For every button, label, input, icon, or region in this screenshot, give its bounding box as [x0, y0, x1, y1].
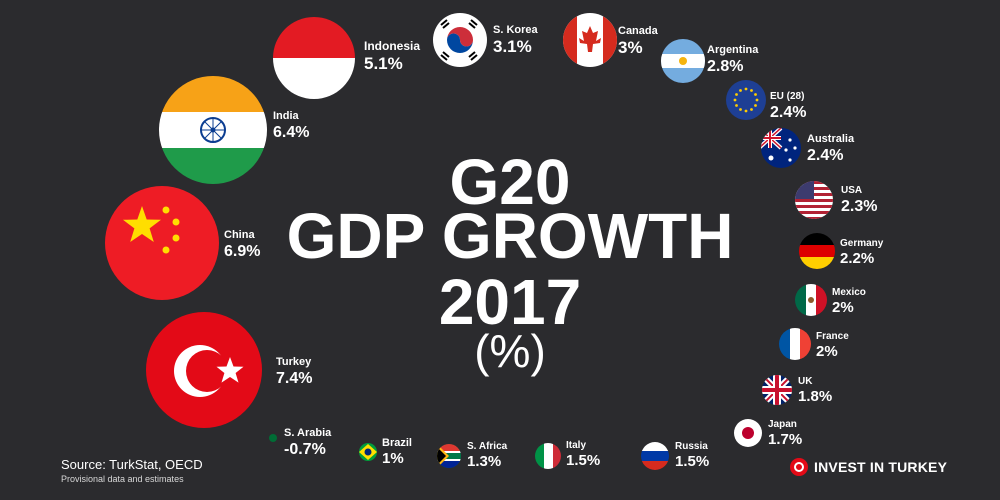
- chart-title: G20 GDP GROWTH 2017 (%): [280, 150, 740, 374]
- label-s-arabia: S. Arabia -0.7%: [284, 427, 332, 458]
- country-name-s-arabia: S. Arabia: [284, 427, 332, 439]
- eu-flag: [726, 80, 766, 120]
- label-turkey: Turkey 7.4%: [276, 356, 312, 387]
- title-line-3: 2017: [438, 266, 582, 338]
- country-name-argentina: Argentina: [707, 44, 759, 56]
- indonesia-flag: [273, 17, 355, 99]
- uk-flag: [762, 375, 792, 405]
- title-line-1: G20: [449, 146, 571, 218]
- country-name-eu-28: EU (28): [770, 91, 804, 102]
- india-flag: [159, 76, 267, 184]
- japan-flag: [734, 419, 762, 447]
- growth-value-india: 6.4%: [273, 124, 309, 141]
- france-flag: [779, 328, 811, 360]
- growth-value-china: 6.9%: [224, 243, 260, 260]
- title-line-2: GDP GROWTH: [286, 200, 734, 272]
- growth-value-france: 2%: [816, 343, 838, 360]
- growth-value-argentina: 2.8%: [707, 58, 743, 75]
- turkey-flag: [146, 312, 262, 428]
- country-name-australia: Australia: [807, 133, 855, 145]
- germany-flag: [799, 233, 835, 269]
- australia-flag: [761, 128, 801, 168]
- logo-text: INVEST IN TURKEY: [814, 459, 948, 475]
- country-name-japan: Japan: [768, 419, 797, 430]
- invest-in-turkey-logo: INVEST IN TURKEY: [790, 456, 947, 478]
- country-name-indonesia: Indonesia: [364, 39, 420, 53]
- country-name-italy: Italy: [566, 440, 586, 451]
- country-name-usa: USA: [841, 185, 862, 196]
- source-note: Provisional data and estimates: [61, 474, 184, 484]
- country-name-germany: Germany: [840, 238, 884, 249]
- growth-value-germany: 2.2%: [840, 250, 874, 267]
- country-name-china: China: [224, 229, 255, 241]
- saudi-arabia-flag: [269, 434, 277, 442]
- usa-flag: [795, 181, 833, 219]
- mexico-flag: [795, 284, 827, 316]
- growth-value-s-arabia: -0.7%: [284, 441, 326, 458]
- china-flag: [105, 186, 219, 300]
- brazil-flag: [359, 443, 377, 461]
- growth-value-s-korea: 3.1%: [493, 37, 532, 56]
- growth-value-s-africa: 1.3%: [467, 453, 501, 470]
- growth-value-eu-28: 2.4%: [770, 104, 806, 121]
- south-africa-flag: [437, 444, 461, 468]
- label-argentina: Argentina 2.8%: [707, 44, 759, 75]
- italy-flag: [535, 443, 561, 469]
- label-usa: USA 2.3%: [841, 185, 877, 215]
- label-india: India 6.4%: [273, 110, 309, 141]
- country-name-russia: Russia: [675, 441, 708, 452]
- country-name-france: France: [816, 331, 849, 342]
- growth-value-turkey: 7.4%: [276, 370, 312, 387]
- country-name-brazil: Brazil: [382, 437, 412, 449]
- label-uk: UK1.8%: [798, 376, 832, 405]
- growth-value-australia: 2.4%: [807, 147, 843, 164]
- growth-value-canada: 3%: [618, 38, 643, 57]
- title-unit: (%): [474, 325, 546, 377]
- growth-value-uk: 1.8%: [798, 388, 832, 405]
- growth-value-japan: 1.7%: [768, 431, 802, 448]
- growth-value-russia: 1.5%: [675, 453, 709, 470]
- growth-value-italy: 1.5%: [566, 452, 600, 469]
- russia-flag: [641, 442, 669, 470]
- country-name-s-africa: S. Africa: [467, 441, 508, 452]
- country-name-uk: UK: [798, 376, 813, 387]
- canada-flag: [563, 13, 617, 67]
- country-name-turkey: Turkey: [276, 356, 312, 368]
- argentina-flag: [661, 39, 705, 83]
- growth-value-usa: 2.3%: [841, 198, 877, 215]
- growth-value-mexico: 2%: [832, 299, 854, 316]
- label-eu-28: EU (28) 2.4%: [770, 91, 806, 121]
- label-china: China 6.9%: [224, 229, 260, 260]
- country-name-canada: Canada: [618, 25, 659, 37]
- country-name-s-korea: S. Korea: [493, 24, 539, 36]
- source-text: Source: TurkStat, OECD: [61, 457, 203, 472]
- country-name-india: India: [273, 110, 300, 122]
- growth-value-brazil: 1%: [382, 450, 404, 467]
- label-australia: Australia 2.4%: [807, 133, 855, 164]
- invest-in-turkey-icon: [790, 458, 808, 476]
- country-name-mexico: Mexico: [832, 287, 866, 298]
- south-korea-flag: [433, 13, 487, 67]
- growth-value-indonesia: 5.1%: [364, 54, 403, 73]
